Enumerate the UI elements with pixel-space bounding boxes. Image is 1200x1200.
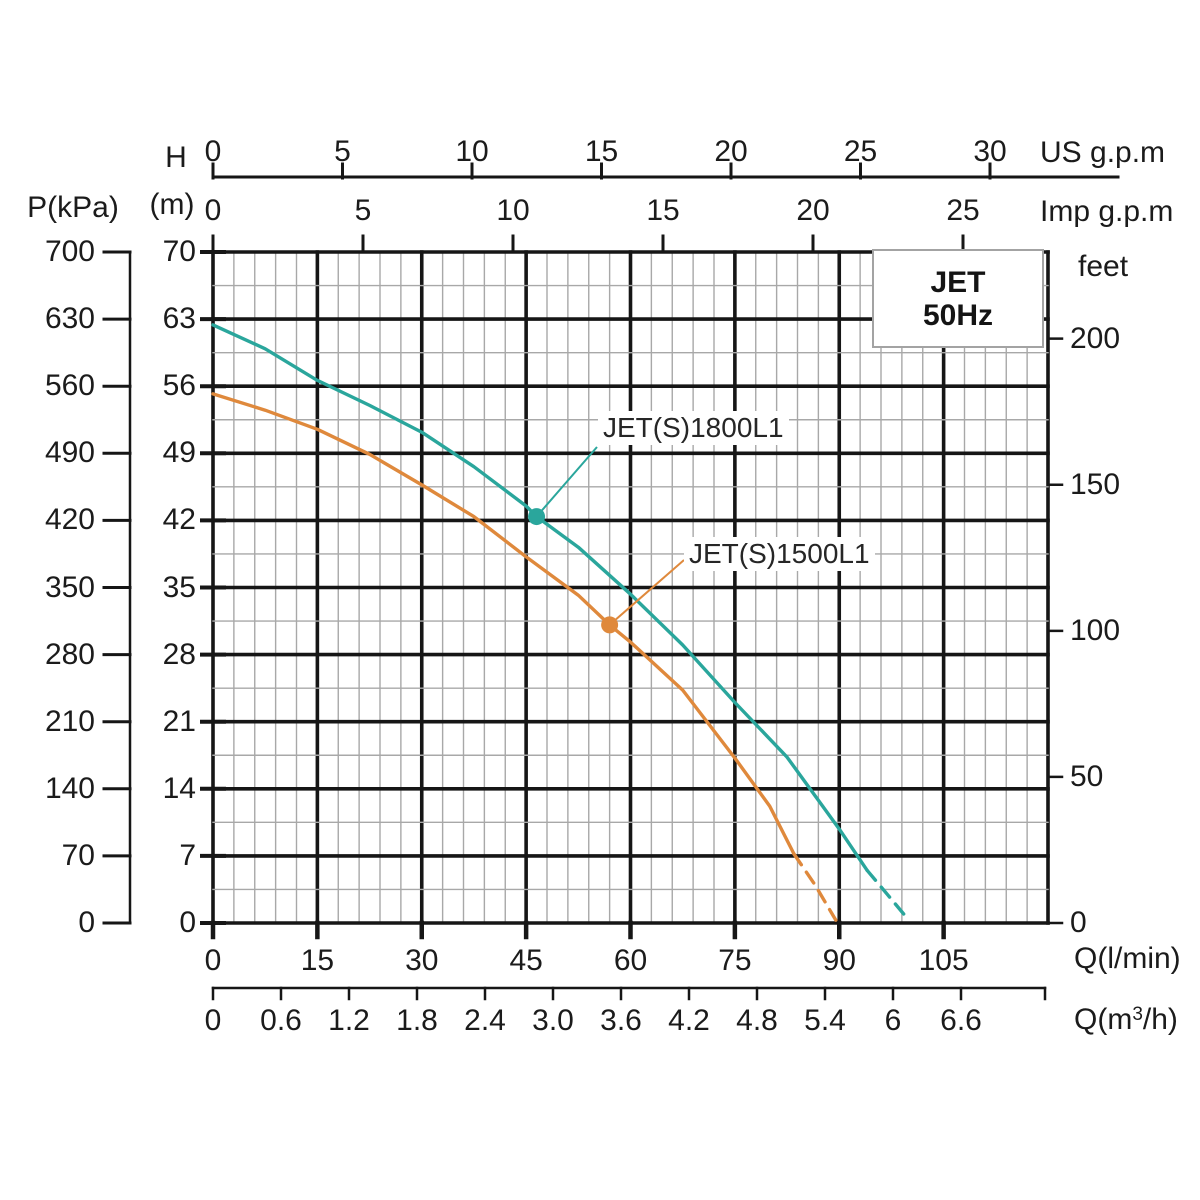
flow-m3h-tick-label: 0 (204, 1004, 222, 1037)
imp-gpm-tick-label: 20 (796, 194, 830, 227)
flow-lmin-tick-label: 30 (405, 944, 439, 977)
flow-m3h-tick-label: 0.6 (260, 1004, 302, 1037)
pressure-tick-label: 560 (44, 369, 95, 403)
us-gpm-tick-label: 5 (334, 135, 351, 168)
feet-tick-label: 200 (1070, 321, 1121, 355)
pressure-tick-label: 280 (44, 637, 95, 671)
imp-gpm-tick-label: 15 (646, 194, 680, 227)
curve-label-jet1500: JET(S)1500L1 (684, 537, 875, 571)
head-tick-label: 7 (179, 838, 196, 872)
label-leader-line-JET(S)1500L1 (608, 559, 685, 626)
flow-lmin-tick-label: 45 (509, 944, 543, 977)
pressure-axis-label: P(kPa) (27, 191, 119, 224)
flow-m3h-sup: 3 (1132, 1004, 1143, 1025)
curve-JET(S)1500L1 (211, 392, 796, 856)
us-gpm-tick-label: 15 (584, 135, 619, 168)
us-gpm-axis-label: US g.p.m (1040, 136, 1166, 169)
feet-tick-label: 100 (1070, 613, 1121, 647)
us-gpm-tick-label: 30 (973, 135, 1007, 168)
flow-m3h-tick-label: 3.0 (532, 1004, 574, 1037)
flow-m3h-tick-label: 4.8 (736, 1004, 778, 1037)
head-tick-label: 56 (162, 369, 196, 403)
head-tick-label: 70 (162, 235, 196, 268)
model-frequency-box: JET 50Hz (872, 249, 1044, 348)
flow-lmin-tick-label: 0 (204, 944, 222, 977)
head-tick-label: 21 (162, 704, 196, 738)
flow-lmin-tick-label: 105 (918, 944, 969, 977)
head-tick-label: 49 (162, 436, 196, 470)
flow-m3h-tick-label: 3.6 (600, 1004, 642, 1037)
head-tick-label: 28 (162, 637, 196, 671)
head-tick-label: 42 (162, 503, 196, 537)
flow-m3h-tick-label: 6 (884, 1004, 902, 1037)
feet-axis-label: feet (1078, 250, 1129, 283)
flow-m3h-pre: Q(m (1074, 1003, 1133, 1036)
head-axis-letter: H (165, 141, 187, 174)
flow-lmin-tick-label: 75 (718, 944, 752, 977)
us-gpm-tick-label: 0 (204, 135, 222, 168)
flow-m3h-tick-label: 2.4 (464, 1004, 506, 1037)
feet-tick-label: 150 (1070, 467, 1121, 501)
flow-lmin-axis-label: Q(l/min) (1074, 942, 1181, 975)
pressure-tick-label: 630 (44, 302, 95, 336)
flow-m3h-tick-label: 1.8 (396, 1004, 438, 1037)
flow-m3h-axis-label: Q(m3/h) (1074, 1003, 1178, 1037)
flow-m3h-post: /h) (1142, 1003, 1178, 1036)
us-gpm-tick-label: 10 (455, 135, 489, 168)
flow-m3h-tick-label: 6.6 (940, 1004, 982, 1037)
curve-dashed-tail-JET(S)1500L1 (792, 852, 838, 922)
curve-dashed-tail-JET(S)1800L1 (865, 868, 911, 922)
pressure-tick-label: 350 (44, 570, 95, 604)
pressure-tick-label: 420 (44, 503, 95, 537)
flow-m3h-tick-label: 4.2 (668, 1004, 710, 1037)
flow-m3h-tick-label: 1.2 (328, 1004, 370, 1037)
head-tick-label: 14 (162, 771, 196, 805)
flow-lmin-tick-label: 15 (300, 944, 335, 977)
imp-gpm-tick-label: 5 (354, 194, 372, 227)
us-gpm-tick-label: 25 (843, 135, 878, 168)
head-tick-label: 35 (162, 570, 196, 604)
duty-point-JET(S)1500L1 (601, 616, 619, 634)
duty-point-JET(S)1800L1 (528, 508, 546, 526)
pressure-tick-label: 70 (61, 838, 95, 872)
pressure-tick-label: 140 (44, 771, 95, 805)
head-tick-label: 63 (162, 302, 196, 336)
pressure-tick-label: 490 (44, 436, 95, 470)
imp-gpm-tick-label: 25 (946, 194, 980, 227)
pressure-tick-label: 700 (44, 235, 95, 268)
flow-lmin-tick-label: 60 (613, 944, 648, 977)
imp-gpm-axis-label: Imp g.p.m (1040, 195, 1174, 228)
head-axis-unit: (m) (149, 188, 195, 221)
flow-m3h-tick-label: 5.4 (804, 1004, 846, 1037)
us-gpm-tick-label: 20 (714, 135, 748, 168)
head-tick-label: 0 (179, 906, 196, 939)
pressure-tick-label: 0 (78, 906, 95, 939)
feet-tick-label: 0 (1070, 906, 1087, 939)
feet-tick-label: 50 (1070, 759, 1104, 793)
imp-gpm-tick-label: 10 (496, 194, 530, 227)
imp-gpm-tick-label: 0 (204, 194, 222, 227)
curve-label-jet1800: JET(S)1800L1 (598, 411, 789, 445)
model-name: JET (930, 265, 986, 299)
label-leader-line-JET(S)1800L1 (535, 446, 598, 518)
pressure-tick-label: 210 (44, 704, 95, 738)
flow-lmin-tick-label: 90 (822, 944, 856, 977)
frequency-name: 50Hz (922, 298, 994, 332)
